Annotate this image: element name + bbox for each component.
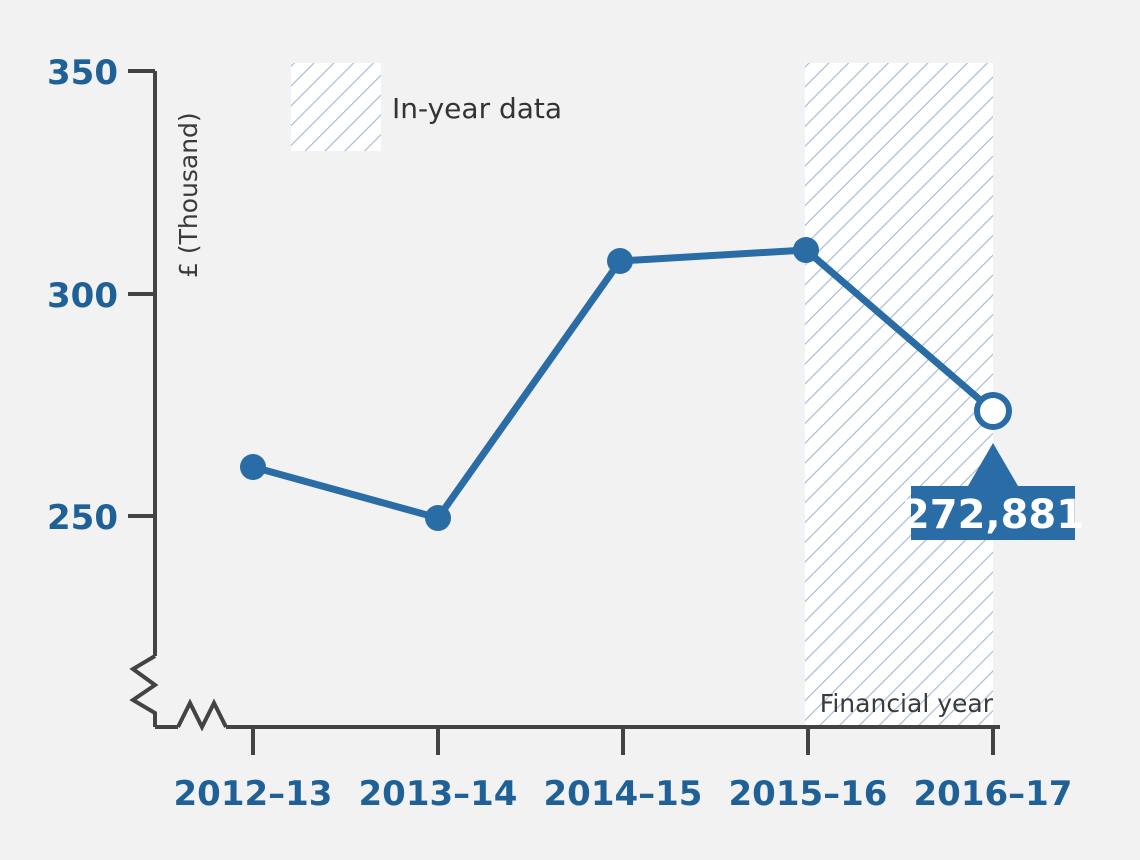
in-year-shaded-region xyxy=(805,63,993,727)
y-tick-label-300: 300 xyxy=(47,276,118,316)
y-tick-label-350: 350 xyxy=(47,53,118,93)
data-point-2012-13[interactable] xyxy=(240,454,266,480)
x-tick-label-2012-13: 2012–13 xyxy=(174,774,333,814)
x-tick-label-2013-14: 2013–14 xyxy=(359,774,518,814)
data-point-2015-16[interactable] xyxy=(793,237,819,263)
data-point-2014-15[interactable] xyxy=(607,248,633,274)
y-axis-title: £ (Thousand) xyxy=(174,112,203,278)
callout-shape xyxy=(911,443,1075,540)
data-point-2016-17[interactable] xyxy=(974,392,1012,430)
legend: In-year data xyxy=(291,63,562,151)
y-tick-label-250: 250 xyxy=(47,498,118,538)
x-axis-break-icon xyxy=(176,698,228,732)
x-tick-label-2016-17: 2016–17 xyxy=(914,774,1073,814)
data-point-2013-14[interactable] xyxy=(425,505,451,531)
x-tick-label-2014-15: 2014–15 xyxy=(544,774,703,814)
x-tick-label-2015-16: 2015–16 xyxy=(729,774,888,814)
legend-swatch-in-year-data xyxy=(291,63,381,151)
value-callout[interactable]: 272,881 xyxy=(902,443,1084,540)
y-axis-break-icon xyxy=(129,654,159,727)
legend-label-in-year-data: In-year data xyxy=(392,92,562,125)
callout-value-label: 272,881 xyxy=(902,492,1084,538)
x-axis-title: Financial year xyxy=(820,689,994,718)
